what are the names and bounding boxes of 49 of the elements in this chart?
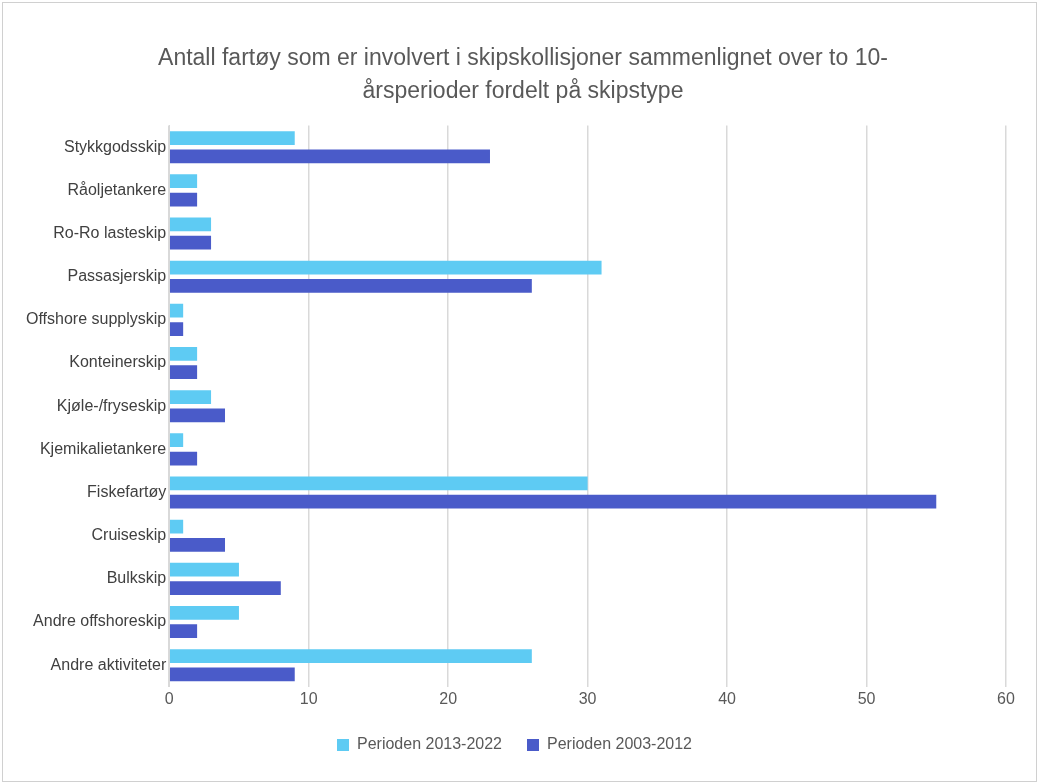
legend-label: Perioden 2003-2012 — [547, 735, 693, 753]
x-tick-label: 10 — [299, 689, 318, 707]
bar — [169, 581, 281, 595]
y-tick-label: Cruiseskip — [91, 526, 167, 544]
bar — [169, 494, 937, 509]
bar — [169, 365, 198, 380]
bar — [169, 605, 239, 620]
bar — [169, 149, 490, 164]
y-tick-label: Andre aktiviteter — [50, 655, 167, 673]
y-tick-label: Passasjerskip — [67, 267, 167, 285]
bar — [169, 322, 184, 336]
legend-label: Perioden 2013-2022 — [356, 735, 503, 753]
x-tick-label: 40 — [718, 689, 737, 707]
bar — [169, 451, 198, 466]
y-tick-label: Råoljetankere — [67, 180, 167, 198]
y-tick-label: Offshore supplyskip — [26, 310, 167, 328]
bar — [169, 303, 184, 318]
chart-title: Antall fartøy som er involvert i skipskollisjoner sammenlignet over to 10-årsperioder fordelt på skipstype — [157, 43, 889, 105]
y-tick-label: Kjemikalietankere — [39, 439, 167, 457]
y-tick-label: Bulkskip — [106, 569, 167, 587]
y-tick-label: Konteinerskip — [69, 353, 167, 371]
bar — [169, 433, 184, 448]
bar — [169, 174, 198, 189]
x-tick-label: 20 — [439, 689, 458, 707]
bar — [169, 235, 212, 250]
bar — [169, 260, 602, 275]
bar — [169, 217, 212, 232]
bar — [169, 346, 198, 361]
x-tick-label: 30 — [578, 689, 597, 707]
bar — [169, 476, 588, 491]
bar — [169, 408, 225, 423]
bar — [169, 624, 198, 639]
x-tick-label: 0 — [164, 689, 174, 707]
y-tick-label: Stykkgodsskip — [63, 137, 167, 155]
bar — [169, 519, 184, 534]
bar — [169, 192, 198, 207]
bar — [169, 562, 239, 577]
y-tick-label: Fiskefartøy — [87, 482, 167, 500]
bar — [169, 649, 532, 663]
bar — [169, 131, 295, 145]
y-tick-label: Ro-Ro lasteskip — [53, 223, 167, 241]
bar — [169, 667, 295, 682]
bar — [169, 538, 225, 552]
x-tick-label: 50 — [857, 689, 876, 707]
y-tick-label: Kjøle-/fryseskip — [56, 396, 167, 414]
bar — [169, 390, 212, 404]
y-tick-label: Andre offshoreskip — [33, 612, 167, 630]
bar — [169, 278, 532, 293]
x-tick-label: 60 — [997, 689, 1015, 707]
